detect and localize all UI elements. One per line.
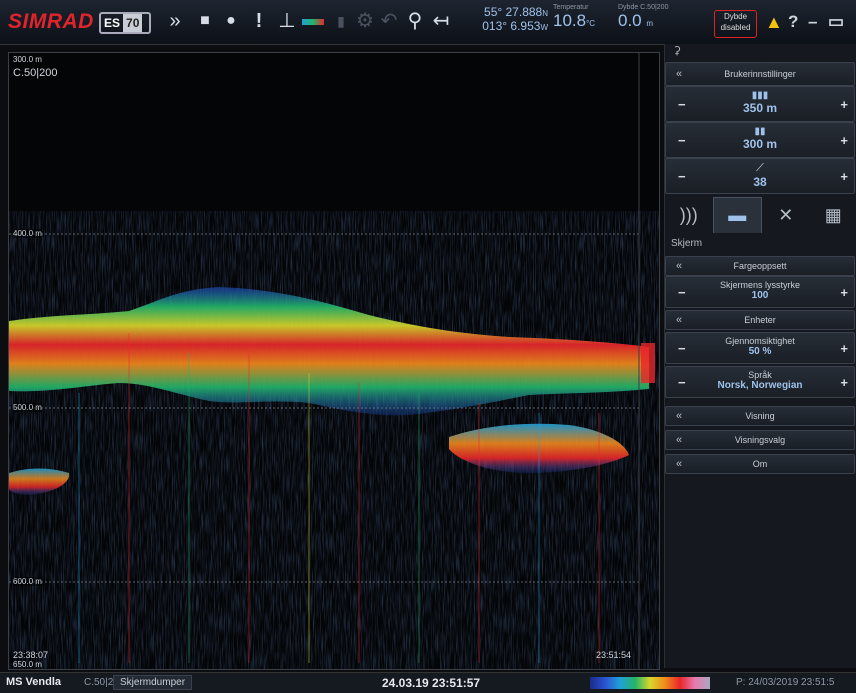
menu-color-setup[interactable]: « Fargeoppsett bbox=[665, 256, 855, 276]
depth-readout: Dybde C.50|200 0.0 m bbox=[618, 4, 683, 31]
tools-icon[interactable]: ✕ bbox=[762, 197, 810, 233]
depth-mark-500: 500.0 m bbox=[13, 403, 42, 412]
brightness-increase-button[interactable]: + bbox=[840, 277, 848, 307]
color-scale-icon[interactable] bbox=[300, 8, 326, 34]
brightness-stepper[interactable]: − Skjermens lysstyrke 100 + bbox=[665, 276, 855, 308]
chevron-left-icon: « bbox=[676, 63, 682, 85]
temperature-readout: Temperatur 10.8°C bbox=[553, 4, 613, 31]
start-range-icon: ▮▮ bbox=[666, 123, 854, 137]
clock: 24.03.19 23:51:57 bbox=[382, 676, 480, 690]
minimize-button[interactable]: – bbox=[808, 12, 817, 32]
language-value: Norsk, Norwegian bbox=[666, 380, 854, 391]
user-settings-button[interactable]: « Brukerinnstillinger bbox=[665, 62, 855, 86]
menu-about[interactable]: « Om bbox=[665, 454, 855, 474]
range-decrease-button[interactable]: − bbox=[678, 87, 686, 121]
position-readout: 55° 27.888N 013° 6.953W bbox=[458, 6, 548, 40]
depth-range-icon[interactable]: ⊥ bbox=[274, 8, 300, 34]
start-value: 300 m bbox=[666, 137, 854, 151]
gain-stepper[interactable]: − ⟋ 38 + bbox=[665, 158, 855, 194]
zoom-icon[interactable]: ⚲ bbox=[402, 8, 428, 34]
model-badge: ES 70 bbox=[99, 12, 151, 34]
restore-button[interactable]: ▭ bbox=[828, 12, 844, 32]
language-stepper[interactable]: − Språk Norsk, Norwegian + bbox=[665, 366, 855, 398]
pin-icon[interactable]: ⚳ bbox=[673, 44, 681, 57]
gain-increase-button[interactable]: + bbox=[840, 159, 848, 193]
section-title: Skjerm bbox=[671, 238, 702, 249]
transparency-stepper[interactable]: − Gjennomsiktighet 50 % + bbox=[665, 332, 855, 364]
chevron-left-icon: « bbox=[676, 407, 682, 425]
language-increase-button[interactable]: + bbox=[840, 367, 848, 397]
chevron-left-icon: « bbox=[676, 311, 682, 329]
depth-value: 0.0 bbox=[618, 11, 642, 30]
start-time-label: 23:38:07 bbox=[13, 650, 48, 660]
language-decrease-button[interactable]: − bbox=[678, 367, 686, 397]
vessel-name: MS Vendla bbox=[6, 676, 61, 688]
transparency-value: 50 % bbox=[666, 346, 854, 357]
menu-view-options[interactable]: « Visningsvalg bbox=[665, 430, 855, 450]
menu-view[interactable]: « Visning bbox=[665, 406, 855, 426]
record-icon[interactable]: ● bbox=[218, 8, 244, 34]
latitude: 55° 27.888 bbox=[484, 5, 542, 19]
depth-mark-400: 400.0 m bbox=[13, 229, 42, 238]
echogram-image bbox=[9, 53, 659, 669]
range-stepper[interactable]: − ▮▮▮ 350 m + bbox=[665, 86, 855, 122]
playback-time: P: 24/03/2019 23:51:5 bbox=[736, 677, 834, 688]
display-icon[interactable]: ▬ bbox=[713, 197, 763, 233]
gain-decrease-button[interactable]: − bbox=[678, 159, 686, 193]
gain-icon: ⟋ bbox=[666, 159, 854, 175]
back-arrow-icon[interactable]: ↤ bbox=[428, 8, 454, 34]
depth-alarm-button[interactable]: Dybde disabled bbox=[714, 10, 757, 38]
longitude: 013° 6.953 bbox=[482, 19, 540, 33]
status-bar: MS Vendla C.50|200 Skjermdumper 24.03.19… bbox=[0, 672, 856, 693]
settings-panel: ⚳ « Brukerinnstillinger − ▮▮▮ 350 m + − … bbox=[664, 44, 856, 668]
layout-icon[interactable]: ▦ bbox=[810, 197, 856, 233]
top-depth-label: 300.0 m bbox=[13, 55, 42, 64]
range-icon: ▮▮▮ bbox=[666, 87, 854, 101]
chevron-left-icon: « bbox=[676, 257, 682, 275]
brand-logo: SIMRAD bbox=[8, 10, 94, 34]
chevron-double-down-icon[interactable]: » bbox=[162, 8, 188, 34]
range-value: 350 m bbox=[666, 101, 854, 115]
model-number: 70 bbox=[123, 14, 142, 32]
model-prefix: ES bbox=[101, 14, 123, 32]
chevron-left-icon: « bbox=[676, 455, 682, 473]
signal-bars-icon[interactable]: ▮ bbox=[328, 8, 354, 34]
warning-icon[interactable]: ▲ bbox=[765, 12, 783, 33]
camera-icon[interactable]: ■ bbox=[192, 8, 218, 34]
undo-icon[interactable]: ↶ bbox=[376, 8, 402, 34]
signal-icon[interactable]: ))) bbox=[665, 197, 713, 233]
transparency-increase-button[interactable]: + bbox=[840, 333, 848, 363]
echogram-view[interactable]: 300.0 m C.50|200 400.0 m 500.0 m 600.0 m… bbox=[8, 52, 660, 670]
temperature-value: 10.8 bbox=[553, 11, 586, 30]
screenshot-button[interactable]: Skjermdumper bbox=[113, 675, 192, 690]
start-increase-button[interactable]: + bbox=[840, 123, 848, 157]
bottom-depth-label: 650.0 m bbox=[13, 660, 42, 669]
help-button[interactable]: ? bbox=[788, 12, 798, 32]
top-toolbar: SIMRAD ES 70 » ■ ● ! ⊥ ▮ ⚙ ↶ ⚲ ↤ 55° 27.… bbox=[0, 0, 856, 45]
transparency-decrease-button[interactable]: − bbox=[678, 333, 686, 363]
panel-tabs: ))) ▬ ✕ ▦ bbox=[665, 197, 856, 233]
brightness-decrease-button[interactable]: − bbox=[678, 277, 686, 307]
range-increase-button[interactable]: + bbox=[840, 87, 848, 121]
channel-label: C.50|200 bbox=[13, 67, 57, 79]
color-scale-bar bbox=[590, 677, 710, 689]
brightness-value: 100 bbox=[666, 290, 854, 301]
end-time-label: 23:51:54 bbox=[596, 650, 631, 660]
depth-alarm-state: disabled bbox=[715, 22, 756, 33]
start-decrease-button[interactable]: − bbox=[678, 123, 686, 157]
start-stepper[interactable]: − ▮▮ 300 m + bbox=[665, 122, 855, 158]
depth-mark-600: 600.0 m bbox=[13, 577, 42, 586]
menu-units[interactable]: « Enheter bbox=[665, 310, 855, 330]
gain-value: 38 bbox=[666, 175, 854, 189]
chevron-left-icon: « bbox=[676, 431, 682, 449]
settings-icon[interactable]: ⚙ bbox=[352, 8, 378, 34]
alert-exclamation-icon[interactable]: ! bbox=[246, 8, 272, 34]
